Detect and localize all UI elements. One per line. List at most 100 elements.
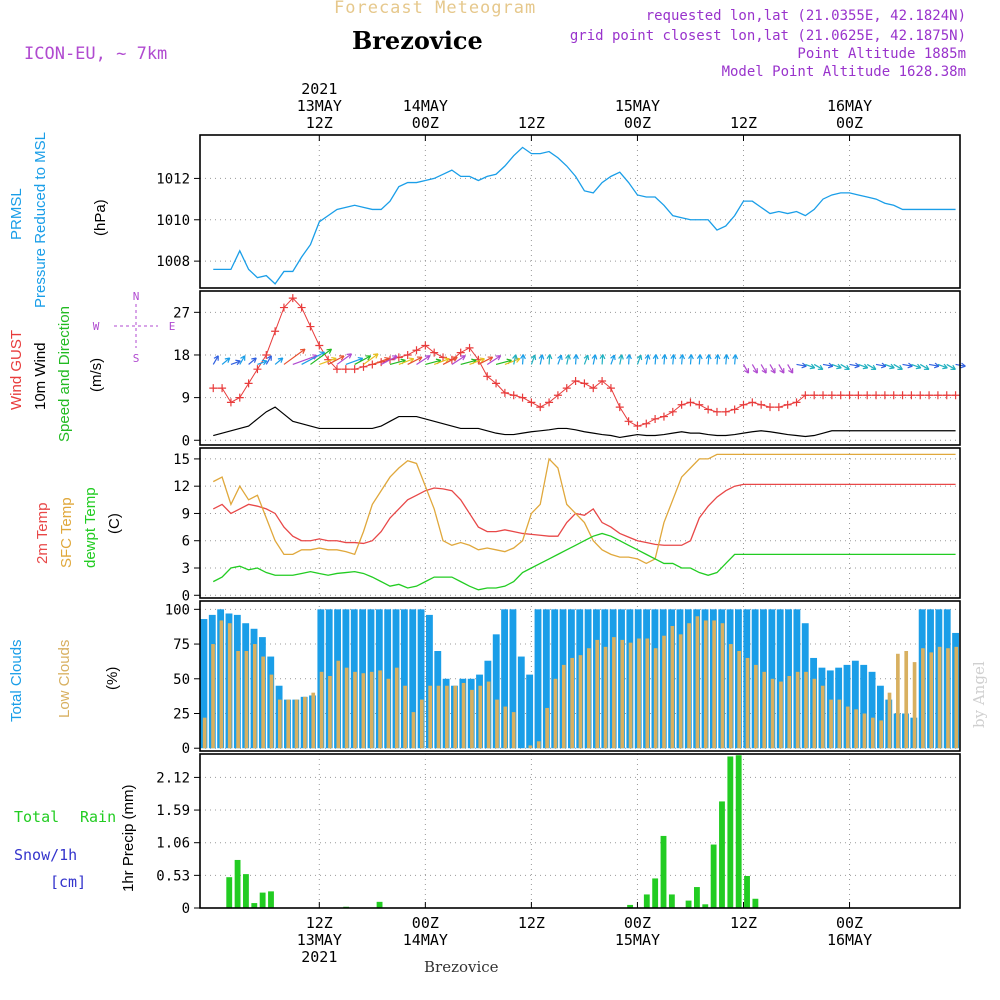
gust-marker xyxy=(439,353,448,362)
gust-marker xyxy=(562,384,571,393)
gust-marker xyxy=(456,348,465,357)
wind-dir-arrow xyxy=(521,354,524,365)
wind-dir-arrowhead xyxy=(346,353,353,359)
time-label-top: 15MAY xyxy=(615,97,660,115)
y-tick-label: 1012 xyxy=(156,171,190,187)
wind-dir-arrow xyxy=(504,358,521,366)
low-cloud-bar xyxy=(845,706,850,749)
gust-marker xyxy=(527,398,536,407)
wind-dir-arrow xyxy=(831,363,842,369)
rain-bar xyxy=(251,903,258,908)
gust-marker xyxy=(253,365,262,374)
low-cloud-bar xyxy=(570,657,574,749)
low-cloud-bar xyxy=(252,644,257,749)
total-cloud-bar xyxy=(384,609,392,749)
model-label: ICON-EU, ~ 7km xyxy=(24,44,168,64)
time-label-bottom: 00Z xyxy=(412,914,439,932)
wind-dir-arrowhead xyxy=(495,355,502,361)
total-cloud-bar xyxy=(551,609,559,749)
total-cloud-bar xyxy=(492,634,500,749)
wind-dir-arrowhead xyxy=(373,353,379,359)
low-cloud-bar xyxy=(737,651,742,749)
total-cloud-bar xyxy=(501,609,509,749)
low-cloud-bar xyxy=(837,699,842,749)
gust-marker xyxy=(845,391,854,400)
low-cloud-bar xyxy=(445,685,449,749)
wind-dir-arrow xyxy=(760,364,767,374)
wind-dir-arrowhead xyxy=(714,354,721,360)
wind-dir-arrow xyxy=(539,354,543,365)
gust-marker xyxy=(483,372,492,381)
total-cloud-bar xyxy=(200,619,208,749)
low-cloud-bar xyxy=(202,717,207,749)
rain-bar xyxy=(710,844,717,908)
wind-dir-arrow xyxy=(530,354,536,365)
low-cloud-bar xyxy=(403,685,407,749)
wind-dir-arrow xyxy=(919,363,930,370)
temp-sfc-line xyxy=(212,453,956,565)
low-cloud-bar xyxy=(595,639,600,749)
wind-dir-arrowhead xyxy=(723,354,730,360)
wind-dir-arrow xyxy=(937,363,948,369)
time-label-bottom: 2021 xyxy=(301,948,337,966)
gust-marker xyxy=(942,391,951,400)
wind-dir-arrowhead xyxy=(696,354,703,360)
gust-marker xyxy=(889,391,898,400)
low-cloud-bar xyxy=(244,651,249,749)
rain-bar xyxy=(627,904,634,908)
low-cloud-bar xyxy=(336,660,341,749)
wind-dir-arrow xyxy=(345,357,363,366)
low-cloud-bar xyxy=(645,638,650,749)
rain-bar xyxy=(685,900,692,908)
wind-dir-arrowhead xyxy=(732,354,739,360)
wind-dir-arrow xyxy=(451,355,466,365)
wind-dir-arrow xyxy=(858,363,868,369)
wind-dir-arrowhead xyxy=(460,355,466,361)
wind-dir-arrow xyxy=(787,364,794,374)
wind-dir-arrow xyxy=(636,354,642,365)
low-cloud-bar xyxy=(612,637,616,749)
forecast-label: Forecast Meteogram xyxy=(334,0,537,18)
rain-bar xyxy=(259,892,266,908)
low-cloud-bar xyxy=(453,685,458,749)
low-cloud-bar xyxy=(870,717,875,749)
low-cloud-bar xyxy=(887,692,892,749)
gust-marker xyxy=(350,365,359,374)
temp-dew-line xyxy=(212,532,956,591)
wind-dir-arrow xyxy=(389,359,406,366)
y-tick-label: 9 xyxy=(182,506,190,522)
low-cloud-bar xyxy=(929,652,934,749)
y-tick-label: 1008 xyxy=(156,254,190,270)
wind-dir-arrow xyxy=(486,355,501,365)
y-tick-label: 6 xyxy=(182,534,190,550)
wind-dir-arrow xyxy=(257,360,268,366)
y-tick-label: 18 xyxy=(173,348,190,364)
wind-dir-arrowhead xyxy=(224,357,231,363)
compass-e: E xyxy=(169,320,176,333)
total-rain-rain: Rain xyxy=(80,808,117,826)
low-cloud-bar xyxy=(236,651,240,749)
wind-dir-arrow xyxy=(796,363,807,367)
low-cloud-bar xyxy=(394,667,399,749)
total-cloud-bar xyxy=(868,671,876,749)
gust-marker xyxy=(907,391,916,400)
wind-dir-arrow xyxy=(292,354,318,366)
wind-dir-arrow xyxy=(574,354,577,365)
gust-marker xyxy=(315,341,324,350)
wind-dir-arrowhead xyxy=(652,354,659,360)
wind-dir-arrow xyxy=(363,353,379,365)
low-cloud-bar xyxy=(896,653,900,749)
low-cloud-bar xyxy=(486,681,491,749)
low-cloud-bar xyxy=(386,678,391,749)
gust-marker xyxy=(695,400,704,409)
station-title: Brezovice xyxy=(352,26,483,55)
wind-dir-arrowhead xyxy=(326,348,333,354)
wind-dir-arrow xyxy=(301,351,325,365)
wind-dir-arrowhead xyxy=(251,357,257,363)
wind-dir-arrow xyxy=(716,354,719,365)
total-cloud-bar xyxy=(409,609,417,749)
low-cloud-bar xyxy=(703,620,708,749)
gust-marker xyxy=(624,417,633,426)
gust-marker xyxy=(518,393,527,402)
low-cloud-bar xyxy=(561,664,566,749)
